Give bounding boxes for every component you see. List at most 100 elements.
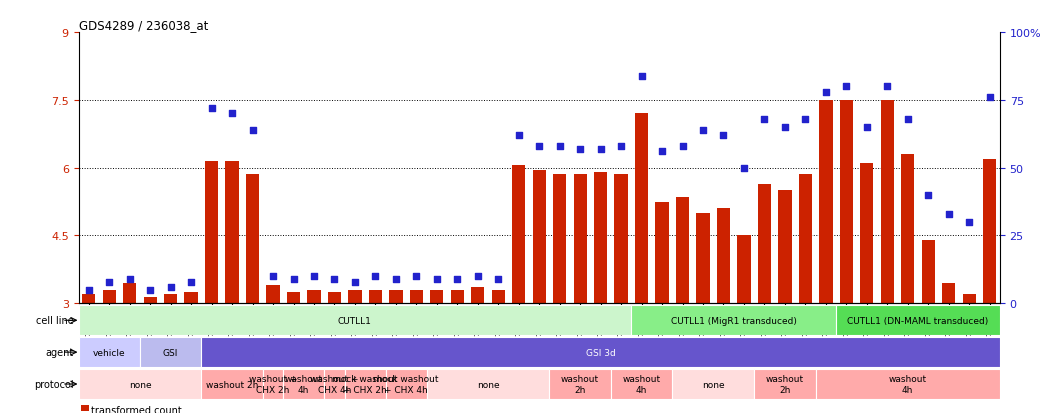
Bar <box>533 171 545 304</box>
Point <box>715 133 732 139</box>
Text: mock washout
+ CHX 4h: mock washout + CHX 4h <box>374 375 439 394</box>
Bar <box>349 290 361 304</box>
Point <box>838 84 854 90</box>
Point <box>183 279 200 285</box>
Point <box>694 127 711 134</box>
Bar <box>328 292 341 304</box>
Bar <box>284 369 325 399</box>
Text: none: none <box>129 380 151 389</box>
Point <box>244 127 261 134</box>
Text: GSI 3d: GSI 3d <box>585 348 616 357</box>
Bar <box>369 290 382 304</box>
Text: washout
4h: washout 4h <box>889 375 927 394</box>
Bar <box>962 294 976 304</box>
Bar <box>225 161 239 304</box>
Bar <box>610 369 672 399</box>
Bar <box>164 294 177 304</box>
Text: washout +
CHX 2h: washout + CHX 2h <box>249 375 297 394</box>
Bar <box>816 369 1000 399</box>
Bar <box>450 290 464 304</box>
Bar <box>717 209 730 304</box>
Text: washout
4h: washout 4h <box>623 375 661 394</box>
Text: none: none <box>476 380 499 389</box>
Text: washout 2h: washout 2h <box>206 380 259 389</box>
Bar <box>308 290 320 304</box>
Bar <box>778 191 792 304</box>
Point <box>756 116 773 123</box>
Text: mock washout
+ CHX 2h: mock washout + CHX 2h <box>332 375 398 394</box>
Bar <box>881 101 894 304</box>
Point <box>408 273 425 280</box>
Point <box>141 287 158 293</box>
Point <box>961 219 978 225</box>
Bar <box>344 369 385 399</box>
Bar <box>550 369 610 399</box>
Bar <box>819 101 832 304</box>
Text: cell line: cell line <box>36 316 73 325</box>
Point <box>736 165 753 172</box>
Bar <box>143 297 157 304</box>
Bar <box>574 175 586 304</box>
Text: CUTLL1: CUTLL1 <box>338 316 372 325</box>
Bar <box>942 283 955 304</box>
Point <box>387 276 404 282</box>
Text: vehicle: vehicle <box>93 348 126 357</box>
Bar <box>103 290 116 304</box>
Point <box>326 276 342 282</box>
Bar <box>631 306 837 335</box>
Bar <box>799 175 812 304</box>
Bar <box>389 290 402 304</box>
Point <box>572 146 588 153</box>
Point <box>428 276 445 282</box>
Bar <box>861 164 873 304</box>
Text: washout
2h: washout 2h <box>765 375 804 394</box>
Point <box>347 279 363 285</box>
Bar <box>409 290 423 304</box>
Point <box>469 273 486 280</box>
Bar <box>266 285 280 304</box>
Bar <box>696 214 710 304</box>
Point <box>940 211 957 218</box>
Text: washout +
CHX 4h: washout + CHX 4h <box>310 375 359 394</box>
Bar <box>837 306 1000 335</box>
Bar <box>79 369 201 399</box>
Point <box>899 116 916 123</box>
Bar <box>737 236 751 304</box>
Point <box>797 116 814 123</box>
Point <box>162 284 179 291</box>
Text: washout
2h: washout 2h <box>561 375 599 394</box>
Text: CUTLL1 (DN-MAML transduced): CUTLL1 (DN-MAML transduced) <box>847 316 988 325</box>
Text: protocol: protocol <box>34 379 73 389</box>
Bar <box>325 369 344 399</box>
Bar <box>594 173 607 304</box>
Bar <box>901 155 914 304</box>
Point <box>306 273 322 280</box>
Bar <box>676 197 689 304</box>
Bar <box>82 294 95 304</box>
Bar <box>79 337 140 367</box>
Bar <box>201 337 1000 367</box>
Text: CUTLL1 (MigR1 transduced): CUTLL1 (MigR1 transduced) <box>671 316 797 325</box>
Bar <box>205 161 218 304</box>
Bar <box>512 166 526 304</box>
Bar <box>672 369 754 399</box>
Point <box>674 143 691 150</box>
Point <box>449 276 466 282</box>
Bar <box>124 283 136 304</box>
Bar <box>246 175 260 304</box>
Bar <box>79 306 631 335</box>
Bar <box>385 369 426 399</box>
Point <box>81 287 97 293</box>
Bar <box>754 369 816 399</box>
Point <box>777 124 794 131</box>
Bar <box>921 240 935 304</box>
Point <box>101 279 117 285</box>
Point <box>981 95 998 101</box>
Point <box>920 192 937 199</box>
Point <box>510 133 527 139</box>
Text: washout
4h: washout 4h <box>285 375 322 394</box>
Bar <box>840 101 853 304</box>
Point <box>612 143 629 150</box>
Bar <box>201 369 263 399</box>
Point <box>285 276 302 282</box>
